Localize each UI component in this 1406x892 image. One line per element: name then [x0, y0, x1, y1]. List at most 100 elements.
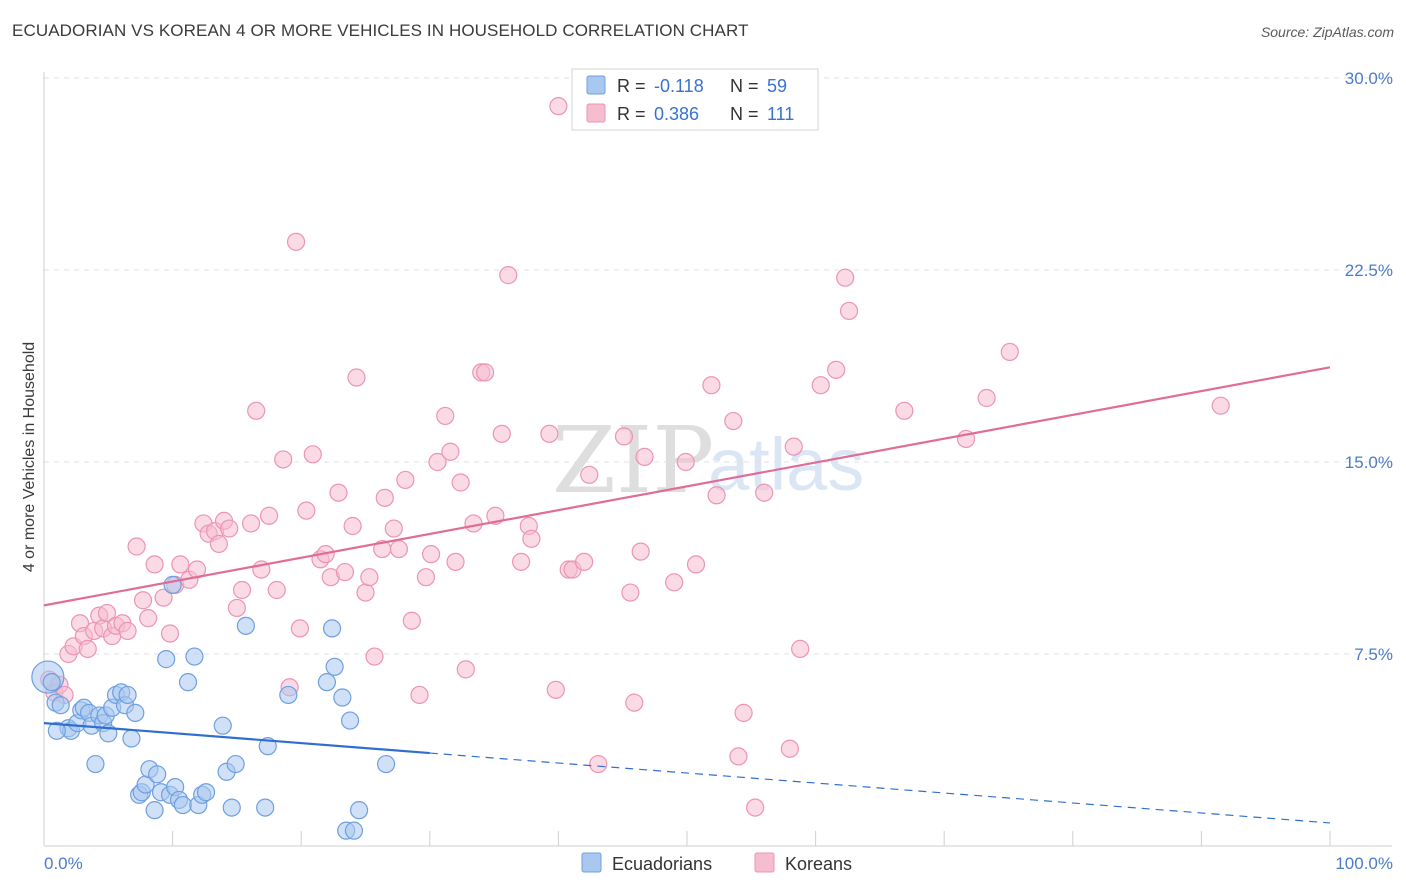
ecuadorian-point [344, 821, 364, 840]
korean-point [171, 555, 190, 574]
korean-point [1000, 342, 1019, 362]
korean-point [686, 555, 706, 574]
ecuadorian-point [118, 685, 137, 705]
korean-point [580, 465, 599, 484]
trend-line-ecuadorians [43, 722, 430, 755]
korean-point [389, 539, 409, 559]
ecuadorian-point [340, 711, 360, 730]
korean-point [154, 588, 173, 607]
y-axis-label: 4 or more Vehicles in Household [21, 342, 38, 572]
korean-point [614, 427, 634, 446]
ecuadorian-point [47, 721, 66, 740]
ecuadorian-point [333, 688, 352, 707]
korean-point [625, 693, 644, 712]
korean-point [635, 447, 654, 466]
korean-point [274, 450, 293, 469]
korean-point [707, 486, 726, 505]
korean-point [676, 452, 695, 472]
korean-point [441, 442, 460, 461]
legend-n-label-2: N = [730, 104, 759, 124]
korean-point [428, 452, 447, 472]
ecuadorian-point [126, 703, 145, 722]
ecuadorian-point [173, 795, 192, 815]
korean-point [839, 301, 859, 321]
korean-point [780, 739, 799, 758]
korean-point [827, 360, 846, 379]
korean-point [127, 537, 146, 556]
ecuadorian-point [325, 657, 344, 676]
korean-point [895, 401, 914, 420]
x-tick-marks [172, 831, 1331, 846]
korean-point [286, 232, 306, 251]
korean-point [729, 747, 748, 766]
legend-swatch-koreans [586, 103, 606, 123]
ecuadorian-point [196, 783, 216, 802]
legend-swatch-ecuadorians [586, 75, 606, 95]
korean-point [977, 388, 996, 408]
ecuadorian-point [279, 685, 298, 705]
korean-point [475, 363, 495, 382]
korean-point [784, 437, 803, 456]
x-tick-label-max: 100.0% [1335, 854, 1393, 873]
watermark-atlas: atlas [708, 423, 864, 506]
korean-point [464, 514, 483, 533]
korean-point [499, 266, 518, 285]
korean-point [1211, 396, 1230, 415]
ecuadorian-point [51, 696, 70, 715]
korean-point [836, 268, 855, 287]
trend-lines [43, 366, 1331, 824]
korean-point [522, 529, 541, 548]
ecuadorian-point [86, 754, 105, 774]
legend-r-value-2: 0.386 [654, 104, 699, 124]
legend-n-value-2: 111 [767, 104, 794, 124]
korean-point [303, 445, 322, 464]
korean-point [329, 483, 348, 502]
korean-point [247, 401, 266, 420]
source-credit: Source: ZipAtlas.com [1260, 24, 1394, 40]
korean-point [290, 619, 310, 638]
korean-point [546, 680, 565, 699]
korean-point [811, 376, 830, 395]
y-tick-label: 7.5% [1354, 645, 1393, 664]
korean-point [209, 534, 228, 554]
korean-point [512, 552, 531, 571]
korean-point [118, 621, 137, 641]
ecuadorian-point [222, 798, 241, 817]
korean-point [356, 583, 375, 602]
y-tick-label: 22.5% [1345, 261, 1393, 280]
trend-line-koreans [43, 366, 1331, 607]
korean-point [78, 639, 97, 658]
korean-point [241, 514, 261, 533]
korean-point [267, 580, 286, 600]
ecuadorian-point [185, 647, 204, 666]
ecuadorian-point [317, 673, 337, 692]
korean-point [396, 470, 415, 490]
bottom-legend-ecuadorians: Ecuadorians [612, 854, 712, 874]
ecuadorian-point [122, 729, 141, 748]
korean-point [259, 506, 279, 525]
korean-point [139, 609, 158, 628]
korean-point [360, 568, 379, 587]
legend-box: R = -0.118 N = 59 R = 0.386 N = 111 [571, 68, 819, 131]
korean-point [540, 424, 559, 443]
korean-point [549, 97, 568, 116]
ecuadorian-point [163, 575, 182, 594]
ecuadorian-point [148, 765, 167, 784]
korean-point [755, 483, 774, 502]
korean-point [791, 639, 810, 658]
bottom-legend-swatch-ecuadorians [581, 852, 602, 873]
korean-point [347, 368, 366, 387]
legend-n-label-1: N = [730, 76, 759, 96]
korean-point [456, 660, 475, 679]
ecuadorian-point [349, 801, 369, 820]
ecuadorian-point [157, 650, 176, 669]
bottom-legend-swatch-koreans [754, 852, 775, 873]
korean-point [97, 603, 117, 623]
ecuadorian-point [236, 616, 256, 635]
korean-point [232, 580, 252, 600]
korean-point [621, 583, 640, 602]
trend-line-ecuadorians-extrapolated [429, 752, 1331, 824]
korean-point [421, 545, 441, 564]
y-tick-label: 15.0% [1345, 453, 1393, 472]
ecuadorian-point [145, 801, 164, 820]
